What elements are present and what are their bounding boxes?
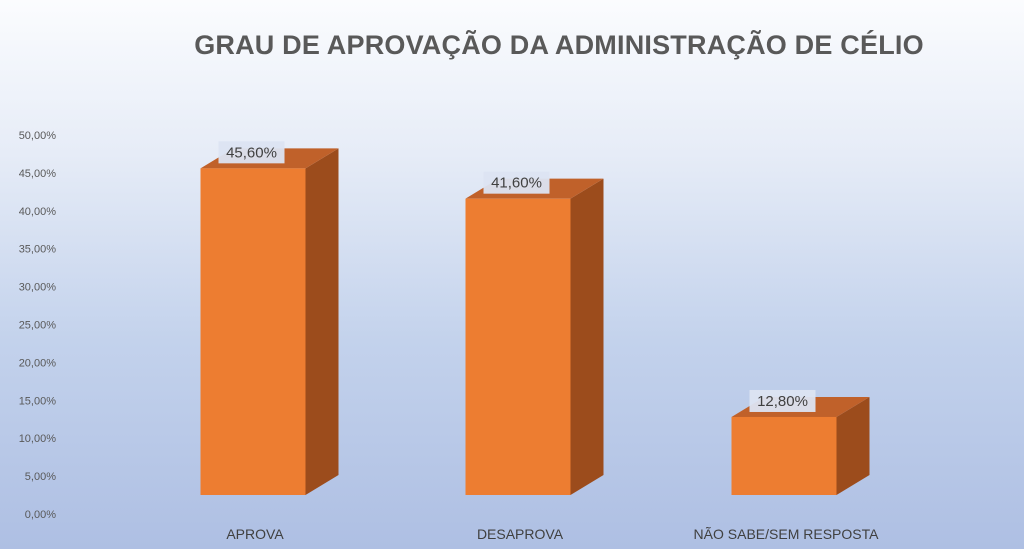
x-category-label: APROVA <box>226 526 284 542</box>
x-category-label: NÃO SABE/SEM RESPOSTA <box>694 526 880 542</box>
y-tick-label: 35,00% <box>19 244 57 256</box>
y-tick-label: 15,00% <box>19 395 57 407</box>
chart-title: GRAU DE APROVAÇÃO DA ADMINISTRAÇÃO DE CÉ… <box>194 30 924 60</box>
y-tick-label: 0,00% <box>25 509 56 521</box>
y-tick-label: 20,00% <box>19 357 57 369</box>
data-label: 45,60% <box>226 144 277 161</box>
data-label-box <box>483 171 550 194</box>
bar <box>465 198 571 495</box>
y-tick-label: 25,00% <box>19 320 57 332</box>
data-label-box <box>218 141 285 164</box>
data-label: 12,80% <box>757 393 808 410</box>
data-label: 41,60% <box>491 175 542 192</box>
y-tick-label: 10,00% <box>19 433 57 445</box>
y-tick-label: 30,00% <box>19 282 57 294</box>
bar <box>731 416 837 495</box>
x-category-label: DESAPROVA <box>477 526 564 542</box>
data-label-box <box>749 389 816 412</box>
bar-side-face <box>836 396 870 495</box>
y-tick-label: 50,00% <box>19 130 57 142</box>
y-tick-label: 40,00% <box>19 206 57 218</box>
y-tick-label: 5,00% <box>25 471 56 483</box>
bar-side-face <box>305 148 339 496</box>
y-tick-label: 45,00% <box>19 168 57 180</box>
bar <box>200 168 306 496</box>
bar-side-face <box>570 178 604 495</box>
